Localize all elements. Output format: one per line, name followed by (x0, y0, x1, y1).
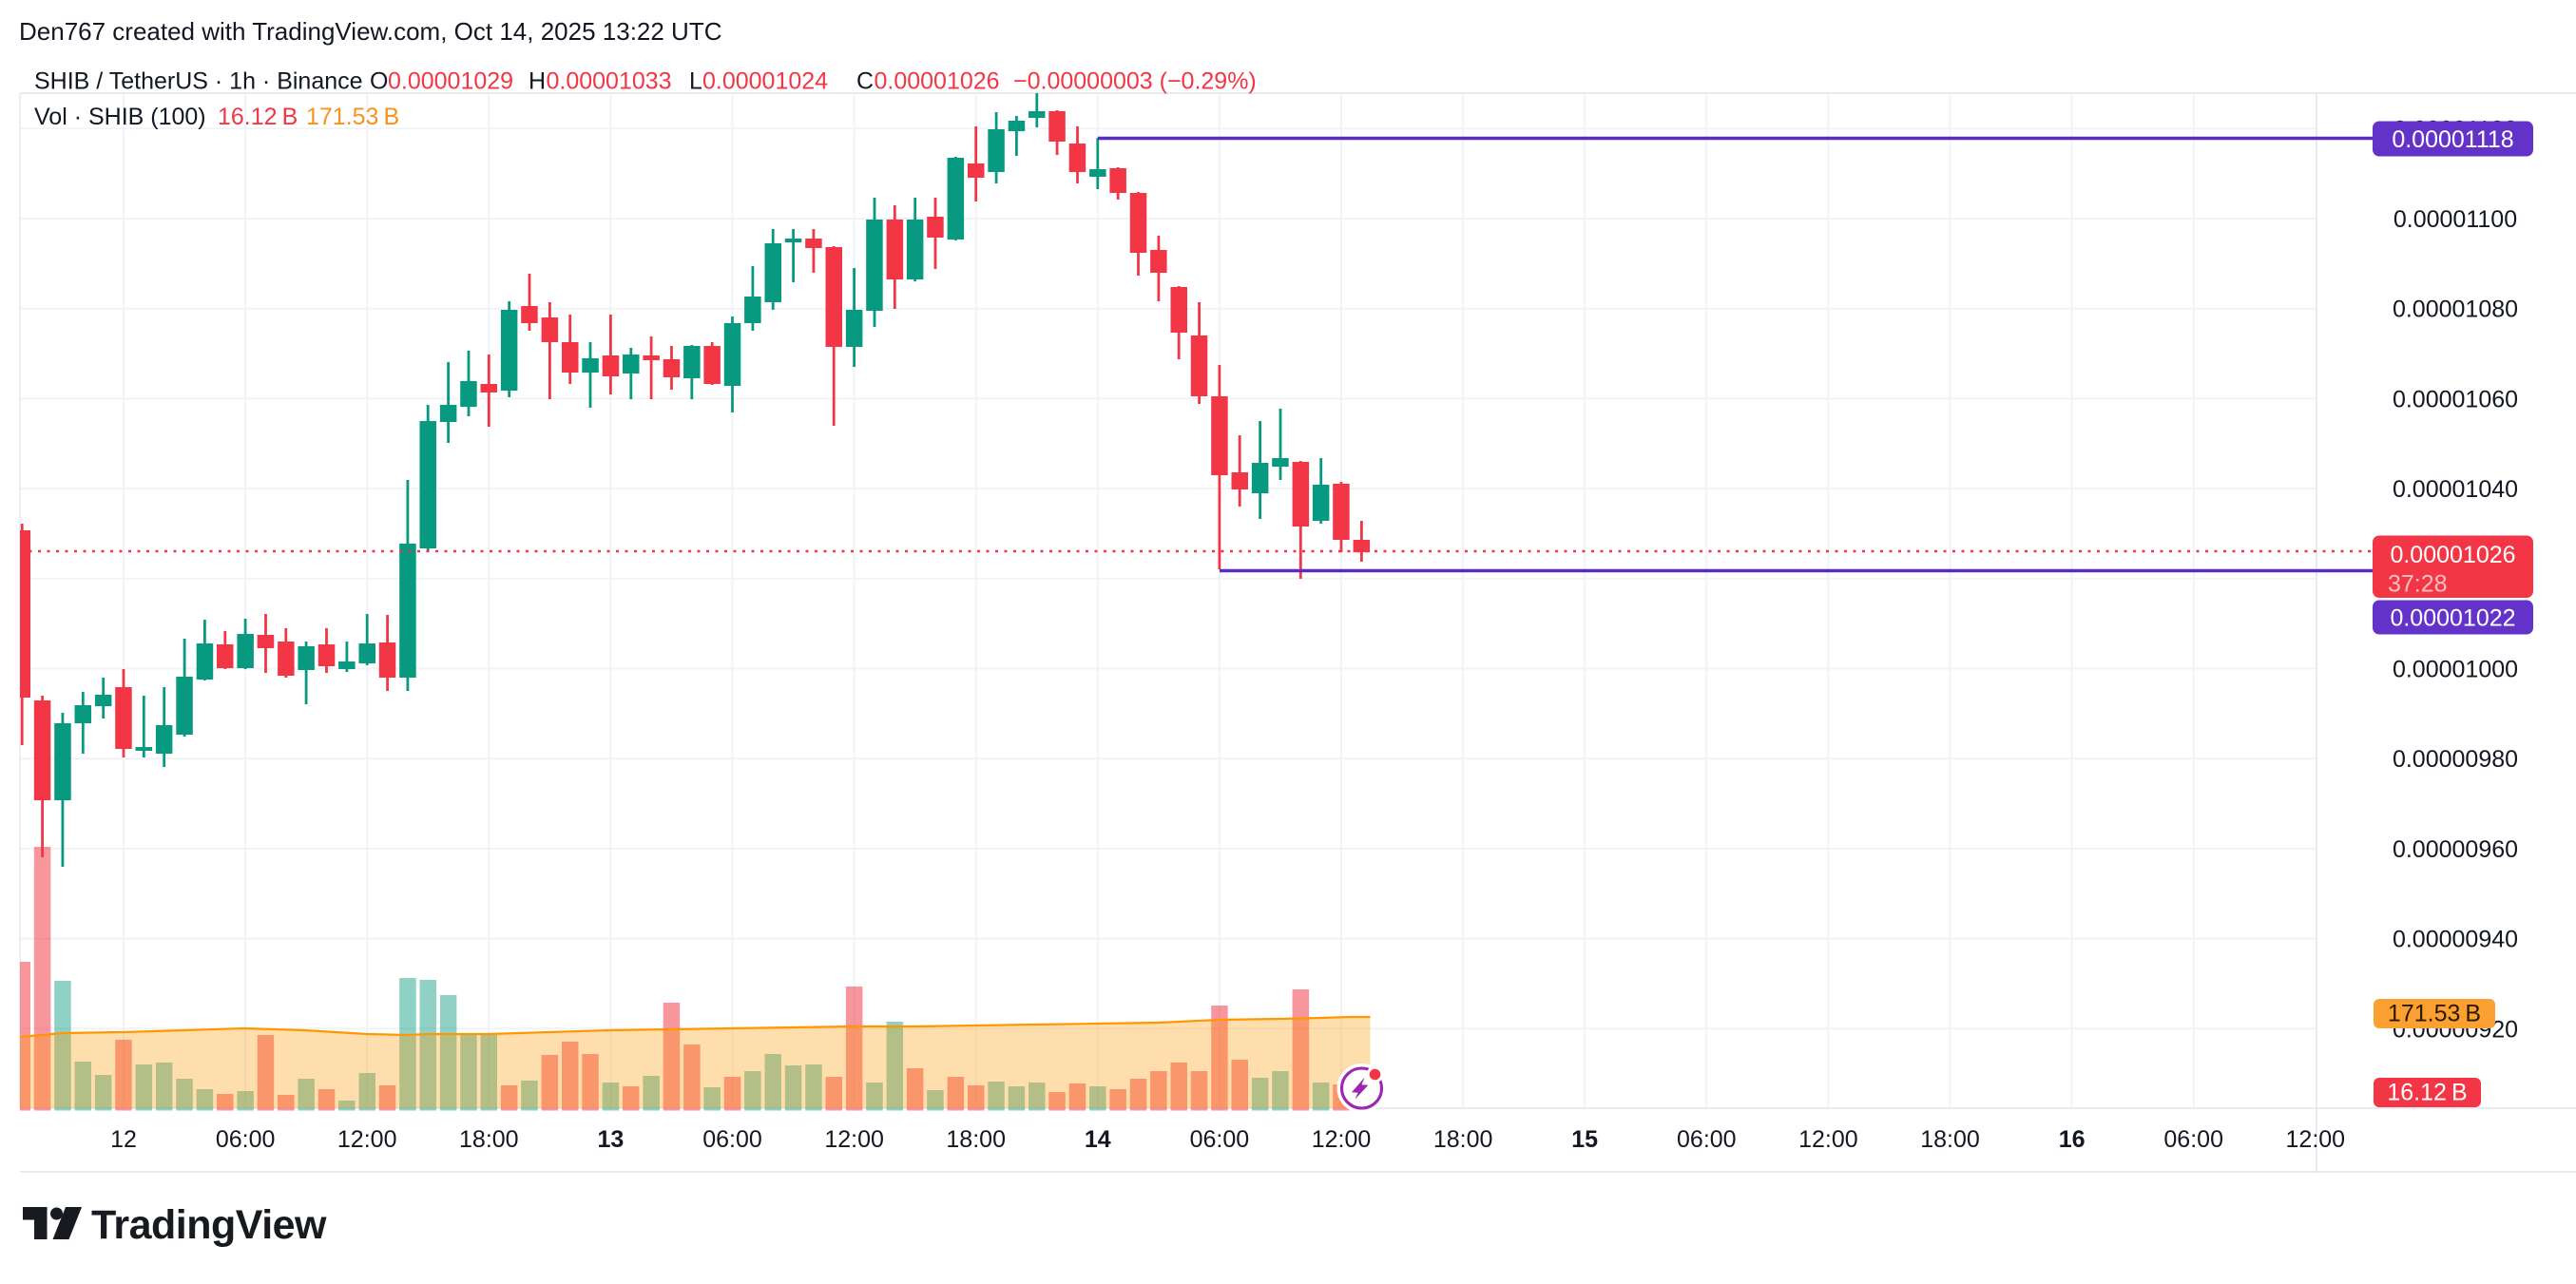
svg-text:12:00: 12:00 (1312, 1126, 1372, 1153)
svg-text:C: C (856, 68, 874, 95)
svg-text:0.00001000: 0.00001000 (2393, 657, 2518, 683)
svg-text:171.53 B: 171.53 B (306, 104, 399, 130)
svg-text:Den767 created with TradingVie: Den767 created with TradingView.com, Oct… (19, 17, 722, 46)
svg-text:H: H (529, 68, 546, 95)
svg-text:SHIB / TetherUS · 1h · Binance: SHIB / TetherUS · 1h · Binance (34, 68, 363, 95)
svg-text:0.00001118: 0.00001118 (2392, 126, 2513, 153)
svg-text:12:00: 12:00 (1798, 1126, 1858, 1153)
svg-text:171.53 B: 171.53 B (2388, 1001, 2481, 1027)
svg-text:0.00001040: 0.00001040 (2393, 476, 2518, 503)
svg-text:0.00001100: 0.00001100 (2393, 206, 2517, 233)
svg-text:12:00: 12:00 (337, 1126, 397, 1153)
svg-text:0.00001060: 0.00001060 (2393, 386, 2518, 412)
svg-text:06:00: 06:00 (2163, 1126, 2223, 1153)
svg-text:0.00001022: 0.00001022 (2390, 605, 2515, 632)
svg-text:0.00001080: 0.00001080 (2393, 297, 2518, 323)
svg-text:06:00: 06:00 (702, 1126, 762, 1153)
svg-text:0.00001029: 0.00001029 (388, 68, 513, 95)
svg-text:13: 13 (597, 1126, 624, 1153)
svg-text:18:00: 18:00 (946, 1126, 1006, 1153)
svg-text:0.00001026: 0.00001026 (875, 68, 1000, 95)
svg-text:Vol · SHIB (100): Vol · SHIB (100) (34, 104, 206, 130)
svg-text:L: L (689, 68, 702, 95)
svg-text:0.00000980: 0.00000980 (2393, 746, 2518, 773)
svg-text:O: O (370, 68, 388, 95)
svg-text:−0.00000003 (−0.29%): −0.00000003 (−0.29%) (1013, 68, 1257, 95)
svg-text:16: 16 (2059, 1126, 2086, 1153)
svg-text:12:00: 12:00 (824, 1126, 884, 1153)
svg-text:06:00: 06:00 (1190, 1126, 1250, 1153)
svg-text:0.00001033: 0.00001033 (547, 68, 672, 95)
svg-text:18:00: 18:00 (1433, 1126, 1493, 1153)
svg-text:12:00: 12:00 (2286, 1126, 2346, 1153)
svg-text:0.00000960: 0.00000960 (2393, 836, 2518, 863)
svg-text:18:00: 18:00 (459, 1126, 519, 1153)
svg-text:0.00001024: 0.00001024 (702, 68, 828, 95)
svg-text:TradingView: TradingView (91, 1202, 327, 1248)
svg-text:18:00: 18:00 (1920, 1126, 1980, 1153)
svg-text:0.00001026: 0.00001026 (2390, 542, 2515, 568)
svg-text:16.12 B: 16.12 B (218, 104, 298, 130)
svg-text:06:00: 06:00 (1677, 1126, 1737, 1153)
svg-text:16.12 B: 16.12 B (2387, 1080, 2467, 1106)
svg-text:0.00000940: 0.00000940 (2393, 927, 2518, 953)
svg-text:12: 12 (110, 1126, 137, 1153)
svg-text:15: 15 (1571, 1126, 1598, 1153)
svg-text:37:28: 37:28 (2388, 571, 2448, 598)
svg-text:06:00: 06:00 (216, 1126, 276, 1153)
svg-text:14: 14 (1085, 1126, 1111, 1153)
